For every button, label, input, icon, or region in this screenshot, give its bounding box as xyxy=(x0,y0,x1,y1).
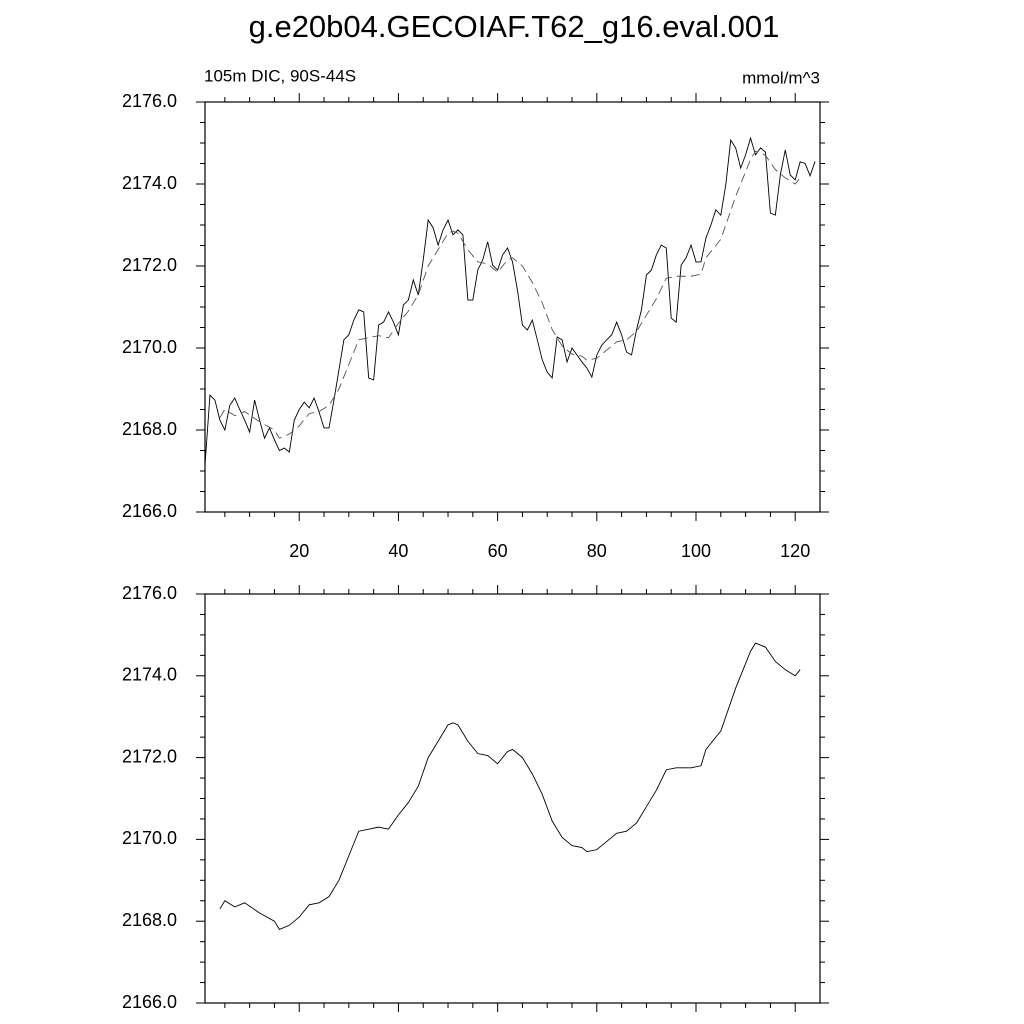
y-tick-label: 2170.0 xyxy=(122,828,177,848)
units-label: mmol/m^3 xyxy=(742,68,820,87)
x-tick-label: 40 xyxy=(388,541,408,561)
x-tick-label: 80 xyxy=(587,541,607,561)
y-tick-label: 2174.0 xyxy=(122,665,177,685)
y-tick-label: 2172.0 xyxy=(122,255,177,275)
y-tick-label: 2166.0 xyxy=(122,501,177,521)
y-tick-label: 2166.0 xyxy=(122,992,177,1012)
data-line xyxy=(219,150,801,439)
y-tick-label: 2174.0 xyxy=(122,173,177,193)
y-tick-label: 2176.0 xyxy=(122,91,177,111)
subtitle: 105m DIC, 90S-44S xyxy=(204,66,356,85)
chart-title: g.e20b04.GECOIAF.T62_g16.eval.001 xyxy=(249,9,780,44)
x-tick-label: 60 xyxy=(488,541,508,561)
data-line xyxy=(204,136,816,465)
y-tick-label: 2172.0 xyxy=(122,746,177,766)
x-tick-label: 20 xyxy=(289,541,309,561)
y-tick-label: 2168.0 xyxy=(122,910,177,930)
y-tick-label: 2176.0 xyxy=(122,583,177,603)
y-tick-label: 2170.0 xyxy=(122,337,177,357)
data-line xyxy=(219,642,801,930)
x-tick-label: 100 xyxy=(681,541,711,561)
x-tick-label: 120 xyxy=(780,541,810,561)
plot-frame xyxy=(204,593,821,1004)
y-tick-label: 2168.0 xyxy=(122,419,177,439)
